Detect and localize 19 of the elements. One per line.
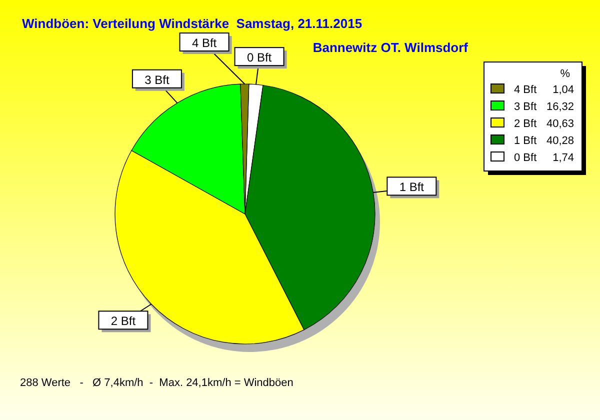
legend-label: 1 Bft xyxy=(514,135,537,147)
legend-label: 4 Bft xyxy=(514,84,537,96)
slice-label: 3 Bft xyxy=(144,72,170,87)
chart-title: Windböen: Verteilung Windstärke Samstag, 21.11.2015 xyxy=(22,16,362,31)
slice-label: 4 Bft xyxy=(192,36,218,50)
data-label: 16,32 xyxy=(546,101,574,113)
data-label: 40,63 xyxy=(546,118,574,130)
legend-title: % xyxy=(560,68,570,80)
legend-label: 2 Bft xyxy=(514,118,537,130)
data-label: 1,74 xyxy=(552,152,574,164)
slice-label: 0 Bft xyxy=(246,50,272,65)
text: 288 Werte - Ø 7,4km/h - Max. 24,1km/h = Windböen xyxy=(20,377,294,389)
chart-subtitle: Bannewitz OT. Wilmsdorf xyxy=(312,40,469,55)
slice-label: 1 Bft xyxy=(399,180,425,194)
slice-label: 2 Bft xyxy=(110,314,136,328)
data-label: 40,28 xyxy=(546,135,574,147)
legend-label: 3 Bft xyxy=(514,101,537,113)
data-label: 1,04 xyxy=(552,84,574,96)
legend-label: 0 Bft xyxy=(514,152,537,164)
